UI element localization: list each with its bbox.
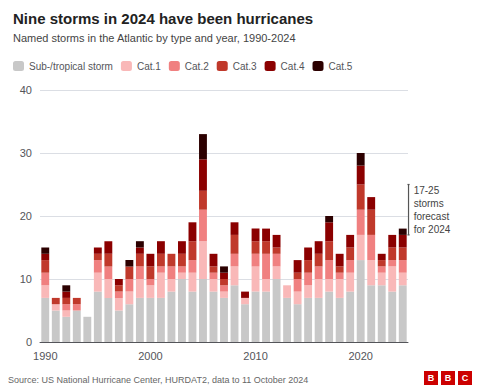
svg-text:0: 0 bbox=[26, 336, 32, 348]
svg-text:Cat.3: Cat.3 bbox=[233, 61, 257, 72]
svg-text:40: 40 bbox=[20, 84, 32, 96]
svg-text:2010: 2010 bbox=[243, 350, 267, 362]
svg-text:B: B bbox=[428, 373, 435, 383]
svg-text:Cat.1: Cat.1 bbox=[137, 61, 161, 72]
svg-text:Sub-/tropical storm: Sub-/tropical storm bbox=[29, 61, 113, 72]
svg-text:1990: 1990 bbox=[33, 350, 57, 362]
svg-text:Nine storms in 2024 have been: Nine storms in 2024 have been hurricanes bbox=[13, 10, 313, 27]
svg-text:Source: US National Hurricane: Source: US National Hurricane Center, HU… bbox=[8, 375, 308, 385]
svg-text:for 2024: for 2024 bbox=[414, 224, 451, 235]
svg-text:storms: storms bbox=[414, 198, 444, 209]
svg-text:20: 20 bbox=[20, 210, 32, 222]
svg-text:B: B bbox=[445, 373, 452, 383]
svg-text:2020: 2020 bbox=[348, 350, 372, 362]
svg-text:30: 30 bbox=[20, 147, 32, 159]
svg-text:Cat.2: Cat.2 bbox=[185, 61, 209, 72]
svg-text:Cat.4: Cat.4 bbox=[281, 61, 305, 72]
svg-text:Cat.5: Cat.5 bbox=[329, 61, 353, 72]
svg-text:2000: 2000 bbox=[138, 350, 162, 362]
svg-text:10: 10 bbox=[20, 273, 32, 285]
svg-text:Named storms in the Atlantic b: Named storms in the Atlantic by type and… bbox=[13, 32, 296, 44]
svg-text:C: C bbox=[462, 373, 469, 383]
svg-text:forecast: forecast bbox=[414, 211, 450, 222]
svg-text:17-25: 17-25 bbox=[414, 185, 440, 196]
